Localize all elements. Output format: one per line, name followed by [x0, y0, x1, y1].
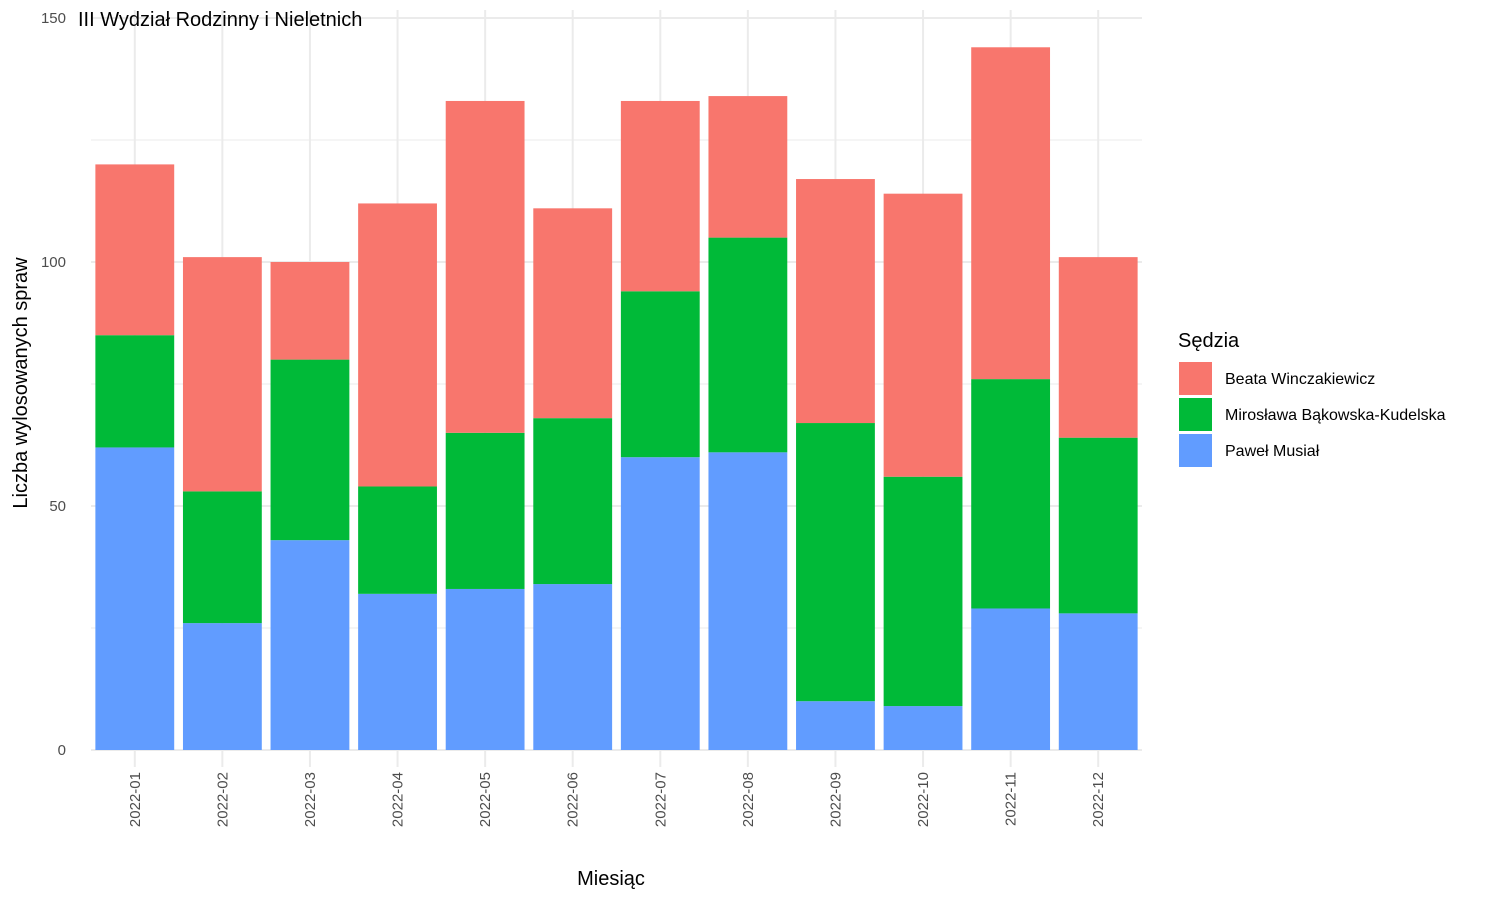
- bar-segment: [358, 593, 437, 750]
- y-axis-ticks: 0 50 100 150: [41, 10, 66, 759]
- y-axis-title: Liczba wylosowanych spraw: [10, 257, 32, 509]
- y-tick-label: 0: [58, 742, 66, 759]
- bar-segment: [1058, 437, 1138, 614]
- bar-segment: [1058, 613, 1138, 750]
- legend-label: Beata Winczakiewicz: [1225, 371, 1375, 388]
- x-tick-label: 2022-01: [127, 772, 144, 827]
- bar-segment: [708, 237, 788, 453]
- bar-segment: [270, 540, 350, 750]
- legend-title: Sędzia: [1178, 330, 1240, 352]
- x-tick-label: 2022-10: [915, 772, 932, 827]
- bar-segment: [358, 203, 437, 487]
- bar-segment: [971, 379, 1051, 609]
- legend: Sędzia Beata Winczakiewicz Mirosława Bąko…: [1178, 330, 1446, 467]
- bars: [95, 47, 1138, 750]
- bar-segment: [182, 257, 262, 492]
- x-tick-label: 2022-02: [214, 772, 231, 827]
- x-tick-label: 2022-03: [302, 772, 319, 827]
- legend-label: Paweł Musiał: [1225, 443, 1320, 460]
- bar-segment: [95, 164, 175, 336]
- bar-segment: [182, 623, 262, 750]
- bar-segment: [796, 701, 875, 750]
- bar-segment: [445, 432, 525, 589]
- bar-segment: [533, 584, 613, 750]
- bar-segment: [620, 457, 700, 750]
- bar-segment: [708, 96, 788, 238]
- bar-segment: [445, 588, 525, 750]
- bar-segment: [796, 423, 875, 702]
- x-tick-label: 2022-12: [1090, 772, 1107, 827]
- bar-segment: [796, 179, 875, 424]
- x-tick-label: 2022-09: [827, 772, 844, 827]
- legend-label: Mirosława Bąkowska-Kudelska: [1225, 407, 1446, 424]
- legend-swatch: [1179, 434, 1212, 467]
- legend-swatch: [1179, 398, 1212, 431]
- bar-segment: [971, 47, 1051, 380]
- bar-segment: [883, 476, 963, 707]
- bar-segment: [445, 100, 525, 433]
- x-tick-label: 2022-05: [477, 772, 494, 827]
- bar-segment: [883, 706, 963, 750]
- bar-segment: [620, 100, 700, 292]
- y-tick-label: 100: [41, 254, 66, 271]
- x-axis-ticks: 2022-01 2022-02 2022-03 2022-04 2022-05 2022-…: [127, 772, 1107, 827]
- bar-segment: [182, 491, 262, 624]
- bar-segment: [533, 208, 613, 419]
- x-tick-label: 2022-08: [740, 772, 757, 827]
- x-tick-label: 2022-04: [390, 772, 407, 827]
- bar-segment: [971, 608, 1051, 750]
- bar-segment: [533, 418, 613, 585]
- bar-segment: [95, 335, 175, 448]
- bar-segment: [883, 193, 963, 477]
- bar-segment: [358, 486, 437, 594]
- y-tick-label: 50: [49, 498, 66, 515]
- bar-segment: [270, 359, 350, 541]
- x-tick-label: 2022-11: [1003, 772, 1020, 826]
- legend-swatch: [1179, 362, 1212, 395]
- bar-segment: [708, 452, 788, 750]
- bar-segment: [1058, 257, 1138, 438]
- bar-segment: [95, 447, 175, 750]
- x-tick-label: 2022-06: [565, 772, 582, 827]
- chart-title: III Wydział Rodzinny i Nieletnich: [78, 9, 362, 31]
- bar-segment: [620, 291, 700, 458]
- bar-segment: [270, 262, 350, 360]
- x-tick-label: 2022-07: [652, 772, 669, 827]
- x-axis-title: Miesiąc: [577, 868, 645, 890]
- y-tick-label: 150: [41, 10, 66, 27]
